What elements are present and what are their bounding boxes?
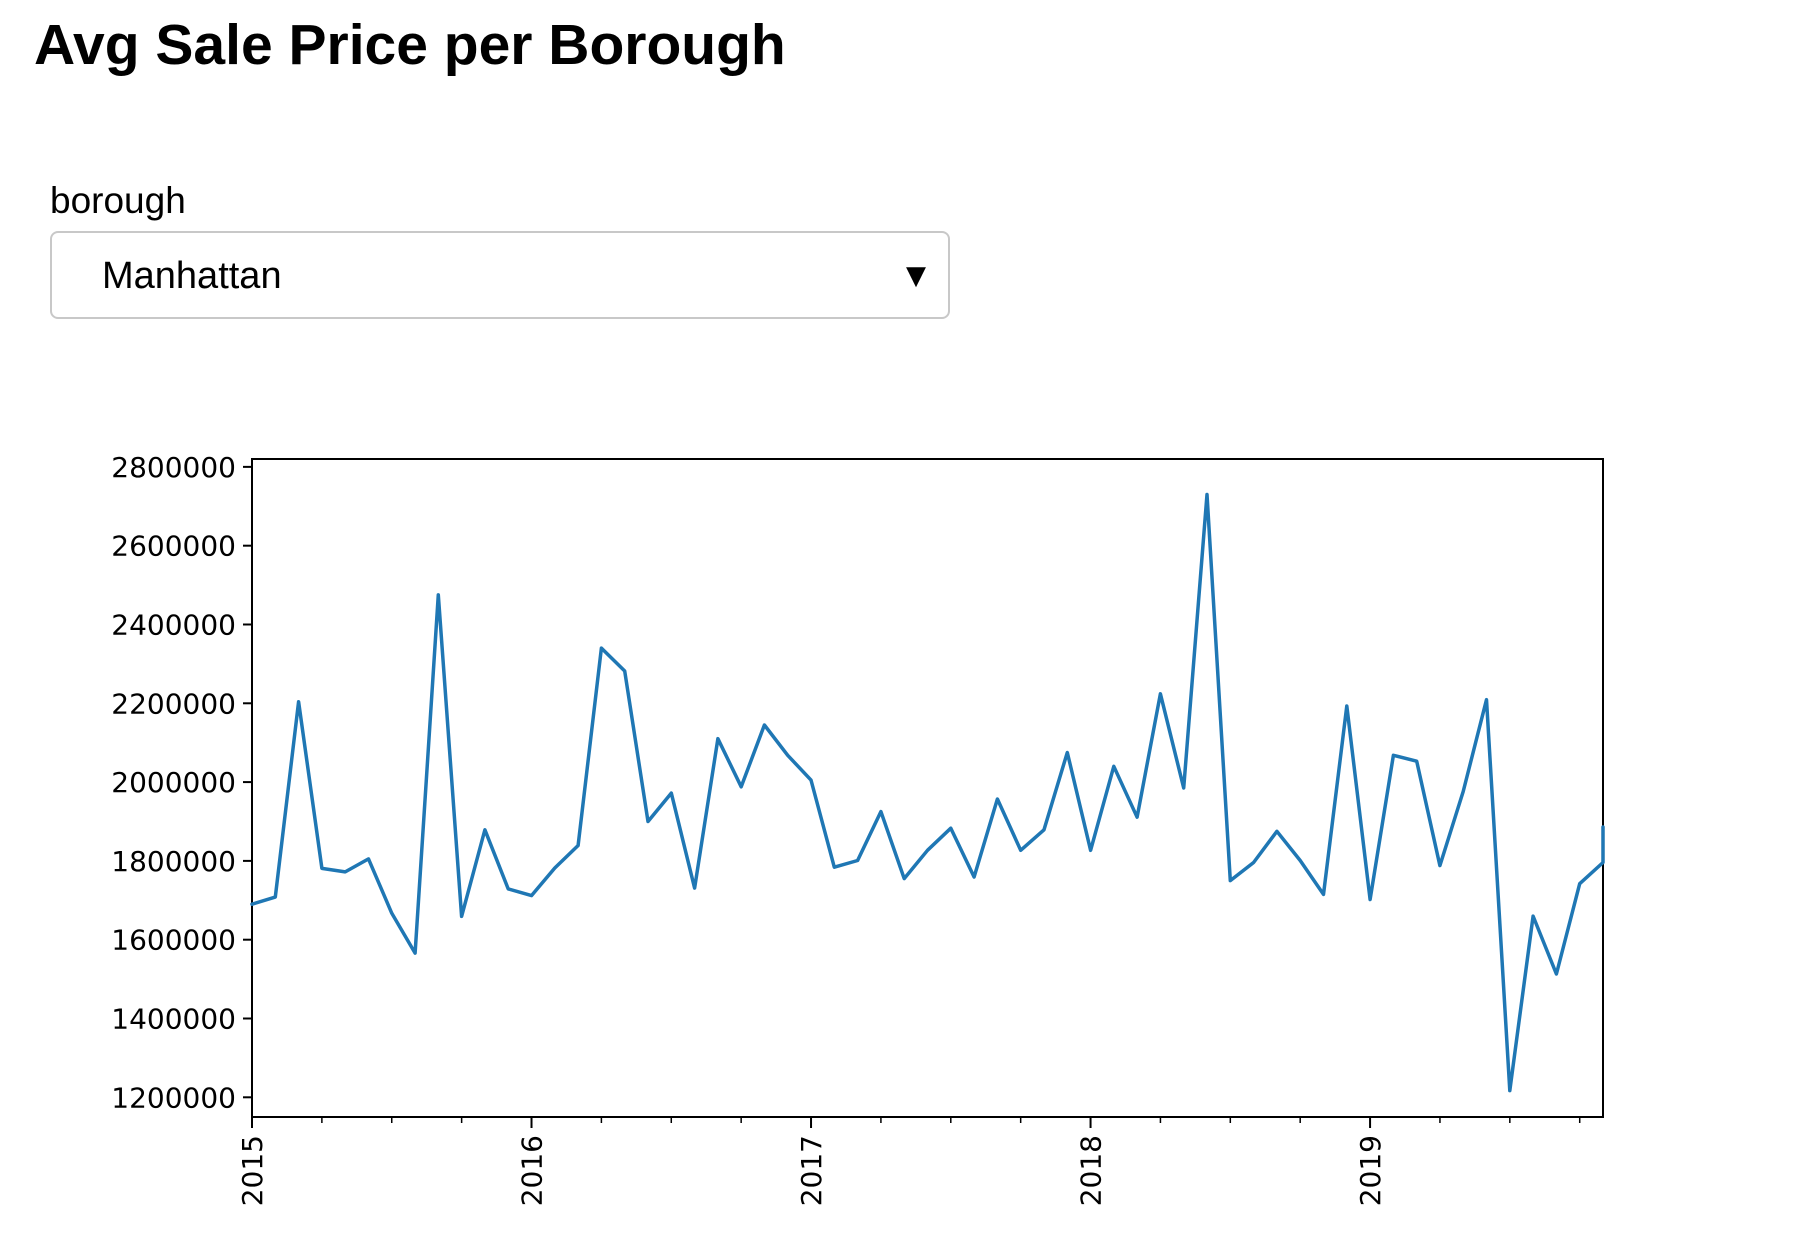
borough-select-label: borough	[50, 180, 186, 221]
y-tick-label: 2800000	[111, 451, 236, 484]
x-tick-label: 2015	[236, 1135, 269, 1206]
plot-frame	[251, 458, 1604, 1118]
x-tick-label: 2018	[1075, 1135, 1108, 1206]
y-tick-label: 2600000	[111, 530, 236, 563]
y-tick-label: 1400000	[111, 1002, 236, 1035]
y-tick-label: 2400000	[111, 608, 236, 641]
plot-area: 1200000 1400000 1600000 1800000 2000000 22000…	[111, 451, 1605, 1206]
x-tick-label: 2016	[516, 1135, 549, 1206]
caret-down-icon: ▼	[906, 261, 926, 291]
borough-select-value: Manhattan	[102, 255, 282, 297]
x-tick-label: 2017	[795, 1135, 828, 1206]
y-tick-label: 2000000	[111, 766, 236, 799]
y-tick-label: 1800000	[111, 845, 236, 878]
y-tick-label: 1200000	[111, 1081, 236, 1114]
x-tick-label: 2019	[1354, 1135, 1387, 1206]
borough-select[interactable]: Manhattan ▼	[50, 231, 950, 319]
series-line-0	[250, 492, 1605, 1093]
y-tick-label: 1600000	[111, 924, 236, 957]
y-tick-label: 2200000	[111, 687, 236, 720]
page-title: Avg Sale Price per Borough	[34, 13, 786, 77]
